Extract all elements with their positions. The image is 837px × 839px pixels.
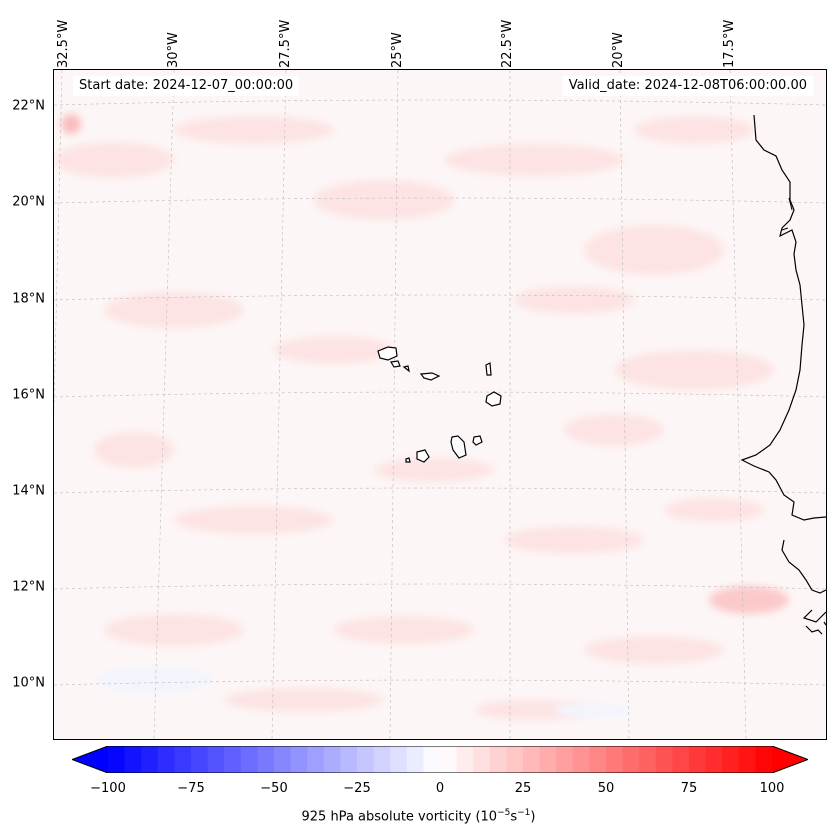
colorbar-cell — [655, 746, 673, 773]
colorbar-tick-label: 0 — [435, 781, 445, 796]
colorbar-cell — [523, 746, 541, 773]
lon-label-17-5w: 17.5°W — [722, 19, 737, 68]
colorbar-cell — [357, 746, 375, 773]
colorbar-extend-max — [772, 746, 808, 773]
colorbar-cell — [141, 746, 159, 773]
vorticity-field — [54, 116, 774, 720]
colorbar — [72, 746, 808, 773]
colorbar-cell — [240, 746, 258, 773]
lat-label-10n: 10°N — [12, 675, 45, 691]
colorbar-cell — [191, 746, 209, 773]
vorticity-max-east — [709, 586, 789, 614]
colorbar-cell — [157, 746, 175, 773]
colorbar-cell — [456, 746, 474, 773]
colorbar-cell — [323, 746, 341, 773]
lon-label-32-5w: 32.5°W — [56, 19, 71, 68]
colorbar-tick-label: −75 — [177, 781, 205, 796]
graticule — [54, 70, 826, 739]
start-date-label: Start date: 2024-12-07_00:00:00 — [73, 76, 300, 96]
africa-coastline — [740, 114, 826, 521]
colorbar-tick-label: −50 — [260, 781, 288, 796]
africa-coastline-south — [781, 539, 826, 635]
vorticity-max-west — [61, 114, 81, 134]
lon-label-30w: 30°W — [166, 32, 181, 68]
colorbar-cell — [672, 746, 690, 773]
map-canvas — [54, 70, 826, 739]
lat-label-22n: 22°N — [12, 98, 45, 114]
colorbar-cell — [705, 746, 723, 773]
lat-label-18n: 18°N — [12, 291, 45, 307]
lon-label-20w: 20°W — [611, 32, 626, 68]
colorbar-cell — [340, 746, 358, 773]
colorbar-cell — [489, 746, 507, 773]
colorbar-cell — [224, 746, 242, 773]
colorbar-cell — [390, 746, 408, 773]
colorbar-cell — [440, 746, 458, 773]
colorbar-cell — [639, 746, 657, 773]
colorbar-cell — [473, 746, 491, 773]
lon-label-27-5w: 27.5°W — [278, 19, 293, 68]
colorbar-cell — [539, 746, 557, 773]
colorbar-cell — [606, 746, 624, 773]
colorbar-cell — [108, 746, 126, 773]
colorbar-cell — [423, 746, 441, 773]
colorbar-cell — [622, 746, 640, 773]
colorbar-tick-label: 25 — [514, 781, 532, 796]
lat-label-14n: 14°N — [12, 483, 45, 499]
colorbar-tick-label: 75 — [680, 781, 698, 796]
cape-verde-islands — [377, 346, 502, 463]
colorbar-cell — [689, 746, 707, 773]
colorbar-cell — [373, 746, 391, 773]
colorbar-cell — [755, 746, 773, 773]
colorbar-cell — [174, 746, 192, 773]
colorbar-cell — [406, 746, 424, 773]
colorbar-cell — [257, 746, 275, 773]
colorbar-cell — [589, 746, 607, 773]
colorbar-extend-min — [72, 746, 108, 773]
colorbar-cells — [108, 746, 773, 773]
colorbar-cell — [124, 746, 142, 773]
colorbar-cell — [572, 746, 590, 773]
colorbar-cell — [307, 746, 325, 773]
colorbar-tick-label: 50 — [597, 781, 615, 796]
colorbar-cell — [556, 746, 574, 773]
valid-date-label: Valid_date: 2024-12-08T06:00:00.00 — [562, 76, 813, 96]
colorbar-cell — [506, 746, 524, 773]
vorticity-map[interactable] — [53, 69, 827, 740]
colorbar-cell — [274, 746, 292, 773]
lat-label-12n: 12°N — [12, 579, 45, 595]
colorbar-cell — [722, 746, 740, 773]
lat-label-20n: 20°N — [12, 194, 45, 210]
colorbar-cell — [207, 746, 225, 773]
colorbar-cell — [290, 746, 308, 773]
colorbar-title: 925 hPa absolute vorticity (10−5s−1) — [301, 808, 536, 825]
lon-label-22-5w: 22.5°W — [500, 19, 515, 68]
colorbar-tick-label: −25 — [343, 781, 371, 796]
colorbar-tick-label: 100 — [759, 781, 785, 796]
colorbar-tick-label: −100 — [90, 781, 126, 796]
colorbar-cell — [738, 746, 756, 773]
lat-label-16n: 16°N — [12, 387, 45, 403]
lon-label-25w: 25°W — [390, 32, 405, 68]
